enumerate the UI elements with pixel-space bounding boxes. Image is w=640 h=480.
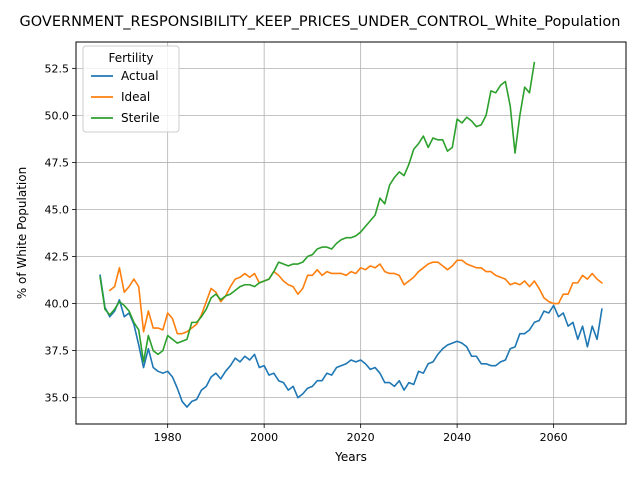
legend-box <box>82 45 180 133</box>
series-line-ideal <box>108 259 604 335</box>
series-line-sterile <box>99 61 536 363</box>
y-tick-label: 35.0 <box>45 392 70 405</box>
y-tick-label: 37.5 <box>45 345 70 358</box>
y-tick-label: 45.0 <box>45 203 70 216</box>
legend-title: Fertility <box>108 51 153 65</box>
y-tick-label: 40.0 <box>45 298 70 311</box>
series-line-actual <box>99 274 603 408</box>
y-axis-label: % of White Population <box>15 167 29 299</box>
legend-items: Actual Ideal Sterile <box>91 69 160 125</box>
legend-label-ideal: Ideal <box>121 90 150 104</box>
x-tick-label: 2040 <box>443 431 471 444</box>
x-tick-label: 1980 <box>154 431 182 444</box>
chart-title: GOVERNMENT_RESPONSIBILITY_KEEP_PRICES_UN… <box>20 14 621 30</box>
legend-label-sterile: Sterile <box>121 111 160 125</box>
y-tick-label: 42.5 <box>45 251 70 264</box>
x-tick-label: 2060 <box>540 431 568 444</box>
axes-frame <box>75 41 627 425</box>
y-tick-label: 47.5 <box>45 156 70 169</box>
legend: Fertility Actual Ideal Sterile <box>82 45 180 133</box>
x-tick-label: 2000 <box>250 431 278 444</box>
y-tick-label: 52.5 <box>45 62 70 75</box>
axis-ticks: 1980 2000 2020 2040 2060 35.0 37.5 40.0 42.5 45.0… <box>45 62 568 444</box>
legend-label-actual: Actual <box>121 69 159 83</box>
x-tick-label: 2020 <box>347 431 375 444</box>
x-axis-label: Years <box>334 450 367 464</box>
y-tick-label: 50.0 <box>45 109 70 122</box>
plot-area <box>99 61 604 408</box>
